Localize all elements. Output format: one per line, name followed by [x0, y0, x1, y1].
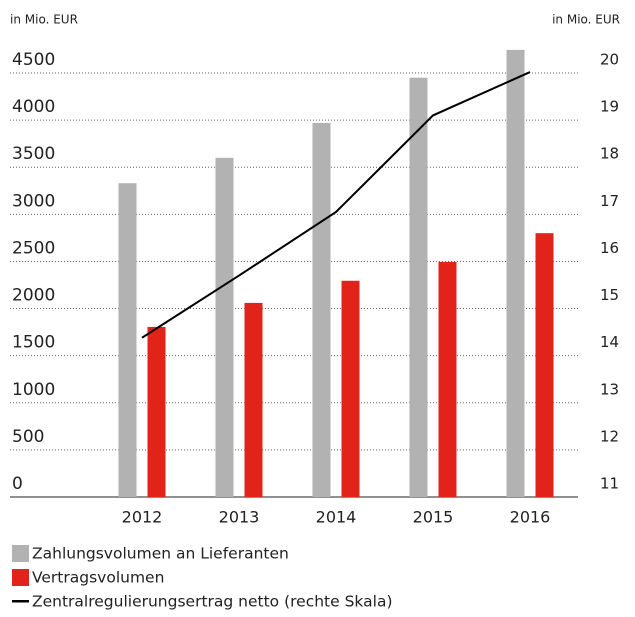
y-tick-label: 1500: [12, 333, 55, 353]
y-tick-label: 0: [12, 474, 23, 494]
line: [141, 71, 531, 339]
y2-tick-label: 20: [600, 51, 619, 69]
y2-tick-label: 18: [600, 145, 619, 163]
y2-tick-label: 17: [600, 192, 619, 210]
y-tick-label: 3000: [12, 191, 55, 211]
x-tick-label: 2014: [316, 508, 357, 527]
y-tick-label: 2000: [12, 286, 55, 306]
legend-label: Zentralregulierungsertrag netto (rechte …: [32, 593, 393, 611]
bar: [438, 261, 457, 497]
y2-tick-label: 14: [600, 333, 619, 351]
bar: [535, 233, 554, 497]
bar: [215, 157, 234, 498]
y-tick-label: 500: [12, 427, 44, 447]
y2-tick-label: 12: [600, 427, 619, 445]
y2-tick-label: 11: [600, 475, 619, 493]
y2-tick-label: 16: [600, 239, 619, 257]
y-tick-label: 3500: [12, 144, 55, 164]
bar: [147, 326, 166, 497]
legend-label: Vertragsvolumen: [32, 569, 164, 587]
x-tick-label: 2012: [122, 508, 163, 527]
y2-tick-label: 13: [600, 380, 619, 398]
y2-axis-label: in Mio. EUR: [552, 13, 620, 27]
bar: [244, 302, 263, 497]
y-tick-label: 2500: [12, 238, 55, 258]
bar: [118, 183, 137, 498]
x-tick-label: 2015: [413, 508, 454, 527]
legend-swatch: [12, 569, 29, 586]
y-axis-label: in Mio. EUR: [10, 13, 78, 27]
bar: [409, 77, 428, 497]
bar: [341, 280, 360, 497]
legend-swatch: [12, 545, 29, 562]
x-tick-label: 2013: [219, 508, 260, 527]
bar: [506, 49, 525, 497]
legend-label: Zahlungsvolumen an Lieferanten: [32, 545, 289, 563]
bar: [312, 122, 331, 497]
legend-swatch: [12, 600, 29, 603]
y2-tick-label: 19: [600, 98, 619, 116]
y2-tick-label: 15: [600, 286, 619, 304]
y-tick-label: 4500: [12, 50, 55, 70]
y-tick-label: 1000: [12, 380, 55, 400]
x-tick-label: 2016: [510, 508, 551, 527]
y-tick-label: 4000: [12, 97, 55, 117]
